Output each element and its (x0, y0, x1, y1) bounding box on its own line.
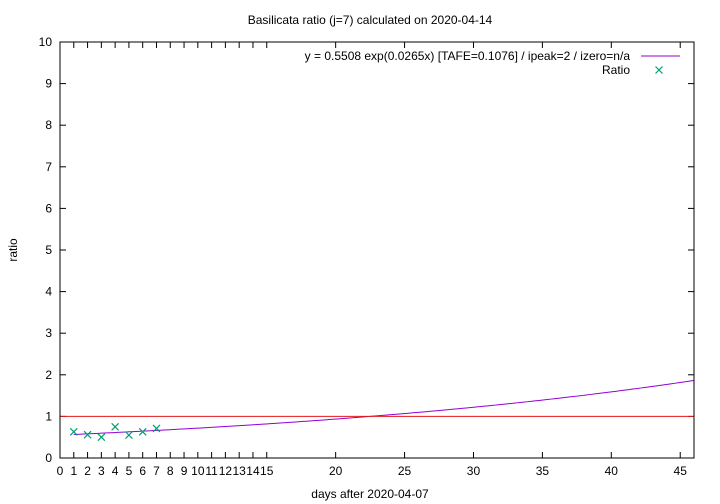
x-tick-label: 20 (329, 464, 343, 478)
y-tick-label: 6 (45, 201, 52, 215)
y-tick-label: 1 (45, 409, 52, 423)
data-point-ratio (97, 433, 106, 442)
x-tick-label: 12 (219, 464, 233, 478)
x-tick-label: 4 (112, 464, 119, 478)
x-tick-label: 1 (70, 464, 77, 478)
x-tick-label: 3 (98, 464, 105, 478)
legend-label-ratio: Ratio (602, 63, 630, 77)
y-tick-label: 7 (45, 160, 52, 174)
x-tick-label: 9 (181, 464, 188, 478)
x-tick-label: 5 (126, 464, 133, 478)
y-tick-label: 2 (45, 368, 52, 382)
x-axis-label: days after 2020-04-07 (311, 487, 429, 501)
x-tick-label: 11 (205, 464, 218, 478)
x-tick-label: 10 (191, 464, 205, 478)
data-point-ratio (111, 422, 120, 431)
legend-swatch-stroke (655, 66, 663, 74)
data-point-stroke (124, 431, 133, 440)
y-tick-label: 9 (45, 77, 52, 91)
data-point-stroke (111, 422, 120, 431)
x-tick-label: 14 (246, 464, 260, 478)
x-tick-label: 2 (84, 464, 91, 478)
y-tick-label: 8 (45, 118, 52, 132)
x-tick-label: 40 (605, 464, 619, 478)
x-tick-label: 15 (260, 464, 274, 478)
plot-frame (59, 41, 695, 459)
data-point-stroke (138, 427, 147, 436)
y-tick-label: 4 (45, 285, 52, 299)
x-tick-label: 25 (398, 464, 412, 478)
data-point-ratio (69, 427, 78, 436)
fit-curve (73, 379, 695, 435)
y-tick-label: 5 (45, 243, 52, 257)
x-tick-label: 0 (57, 464, 64, 478)
x-tick-label: 30 (467, 464, 481, 478)
data-point-ratio (138, 427, 147, 436)
data-point-stroke (69, 427, 78, 436)
y-axis-label: ratio (6, 238, 20, 262)
data-point-ratio (152, 424, 161, 433)
data-point-stroke (152, 424, 161, 433)
data-point-stroke (97, 433, 106, 442)
x-tick-label: 45 (674, 464, 688, 478)
y-tick-label: 0 (45, 451, 52, 465)
legend: y = 0.5508 exp(0.0265x) [TAFE=0.1076] / … (305, 49, 680, 77)
y-tick-label: 10 (39, 35, 53, 49)
data-point-stroke (83, 430, 92, 439)
x-tick-label: 35 (536, 464, 550, 478)
legend-swatch-ratio (655, 66, 663, 74)
data-point-ratio (83, 430, 92, 439)
legend-label-fit: y = 0.5508 exp(0.0265x) [TAFE=0.1076] / … (305, 49, 631, 63)
chart-title: Basilicata ratio (j=7) calculated on 202… (248, 13, 493, 27)
x-tick-label: 6 (139, 464, 146, 478)
x-tick-label: 13 (232, 464, 246, 478)
y-tick-label: 3 (45, 326, 52, 340)
plot-content (60, 379, 695, 442)
x-tick-label: 7 (153, 464, 160, 478)
x-tick-label: 8 (167, 464, 174, 478)
data-point-ratio (124, 431, 133, 440)
